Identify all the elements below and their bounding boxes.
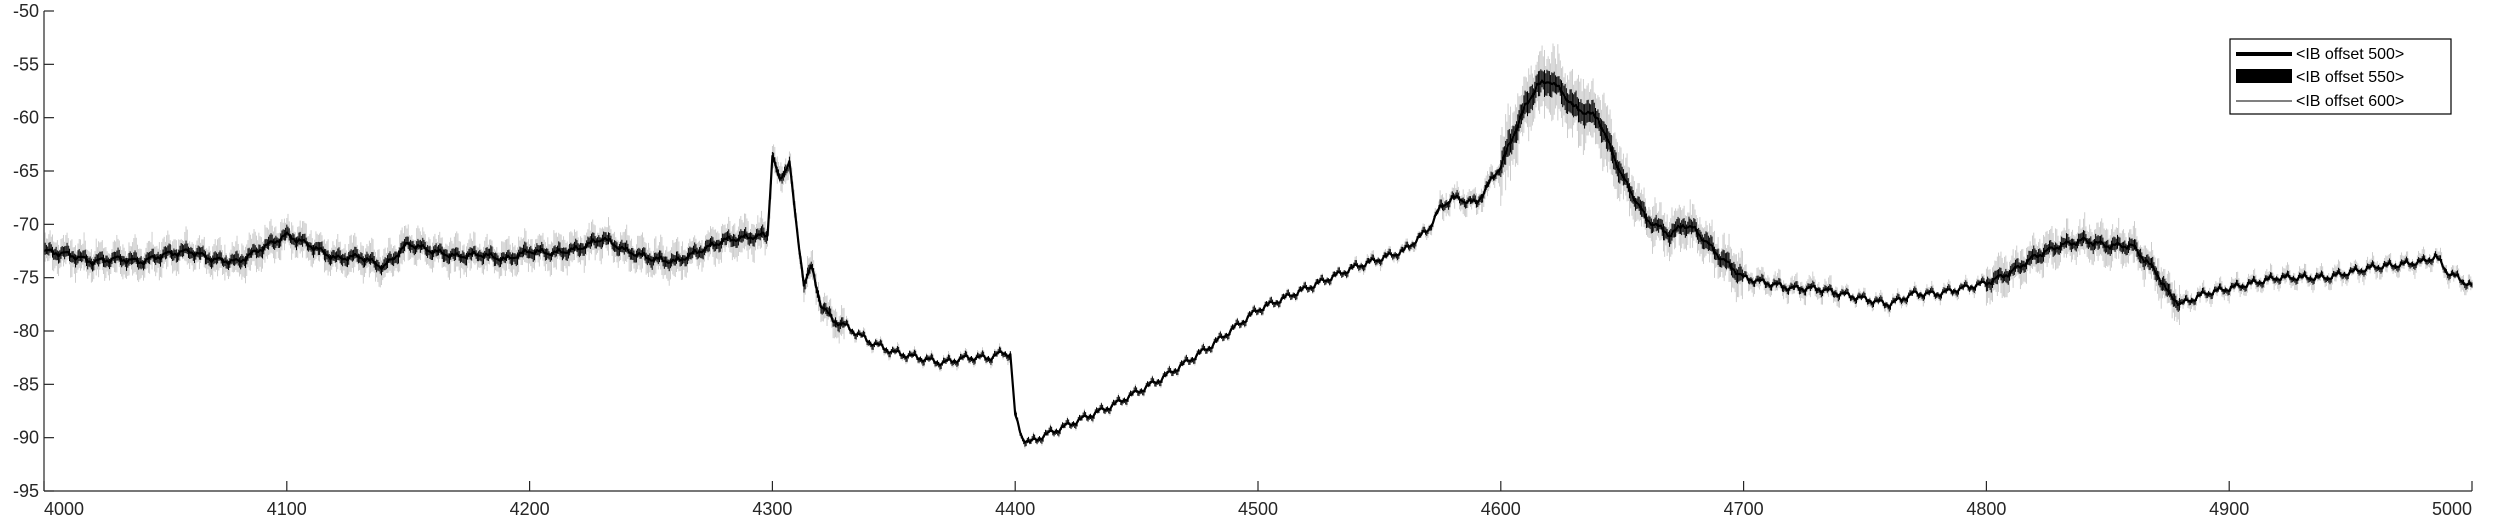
x-tick-label: 5000	[2432, 499, 2472, 519]
x-tick-label: 4300	[752, 499, 792, 519]
y-tick-label: -60	[13, 108, 39, 128]
y-tick-label: -95	[13, 481, 39, 501]
x-tick-label: 4400	[995, 499, 1035, 519]
x-tick-label: 4100	[267, 499, 307, 519]
y-tick-label: -55	[13, 54, 39, 74]
legend-label-ib-offset-500: <IB offset 500>	[2296, 46, 2404, 63]
x-tick-label: 4600	[1481, 499, 1521, 519]
series-ib-offset-500-path	[43, 79, 2473, 444]
y-tick-label: -85	[13, 374, 39, 394]
x-tick-label: 4700	[1724, 499, 1764, 519]
y-tick-label: -75	[13, 268, 39, 288]
legend-label-ib-offset-550: <IB offset 550>	[2296, 69, 2404, 86]
x-tick-label: 4000	[44, 499, 84, 519]
x-tick-label: 4800	[1966, 499, 2006, 519]
series-ib-offset-500-line	[43, 79, 2473, 444]
y-tick-label: -65	[13, 161, 39, 181]
legend: <IB offset 500> <IB offset 550> <IB offs…	[2229, 38, 2452, 115]
legend-label-ib-offset-600: <IB offset 600>	[2296, 93, 2404, 110]
y-tick-label: -70	[13, 214, 39, 234]
y-tick-label: -50	[13, 1, 39, 21]
legend-swatch-ib-offset-550	[2236, 69, 2292, 83]
x-tick-label: 4900	[2209, 499, 2249, 519]
x-tick-label: 4500	[1238, 499, 1278, 519]
x-tick-label: 4200	[510, 499, 550, 519]
ticks: 4000 4100 4200 4300 4400 4500 4600 4700 4800 4900…	[13, 1, 2473, 519]
y-tick-label: -80	[13, 321, 39, 341]
y-tick-label: -90	[13, 428, 39, 448]
